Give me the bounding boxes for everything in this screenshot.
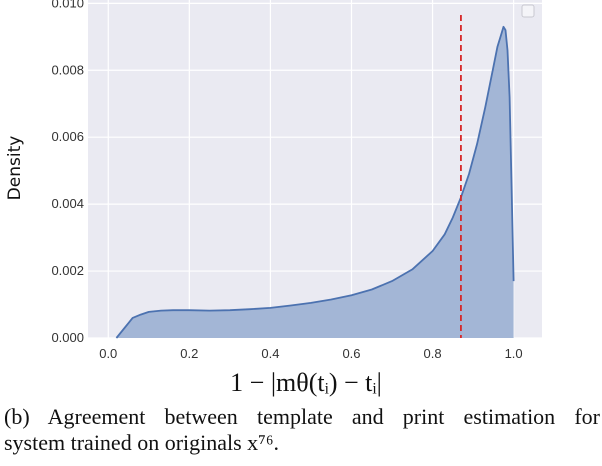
x-axis-label: 1 − |mθ(tᵢ) − tᵢ| [230, 368, 382, 397]
density-chart: 0.000 0.002 0.004 0.006 0.008 0.010 0.0 0.2 0.4… [5, 0, 542, 397]
y-axis-label: Density [5, 136, 25, 201]
x-tick-label: 0.4 [261, 346, 279, 361]
caption-line-1: (b) Agreement between template and print… [4, 404, 600, 429]
density-line [115, 25, 515, 339]
figure-caption: (b) Agreement between template and print… [4, 404, 600, 456]
y-axis-ticks: 0.000 0.002 0.004 0.006 0.008 0.010 [51, 0, 84, 345]
y-tick-label: 0.008 [51, 62, 84, 77]
y-tick-label: 0.010 [51, 0, 84, 10]
y-tick-label: 0.002 [51, 263, 84, 278]
density-series [115, 25, 515, 339]
x-axis-ticks: 0.0 0.2 0.4 0.6 0.8 1.0 [99, 346, 522, 361]
legend-box [521, 4, 535, 18]
y-tick-label: 0.004 [51, 196, 84, 211]
x-tick-label: 0.0 [99, 346, 117, 361]
x-tick-label: 0.8 [424, 346, 442, 361]
density-area [116, 26, 514, 339]
x-tick-label: 0.2 [180, 346, 198, 361]
x-tick-label: 0.6 [342, 346, 360, 361]
y-tick-label: 0.000 [51, 330, 84, 345]
x-tick-label: 1.0 [505, 346, 523, 361]
caption-line-2: system trained on originals x⁷⁶. [4, 430, 280, 455]
y-tick-label: 0.006 [51, 129, 84, 144]
